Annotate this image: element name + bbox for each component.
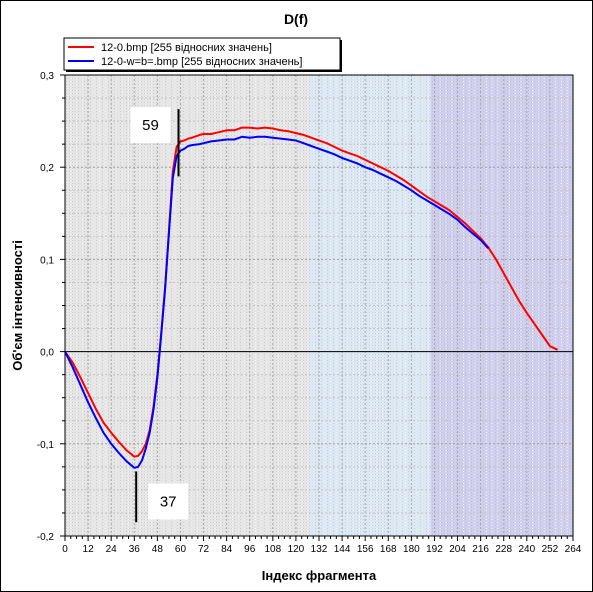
x-axis-label: Індекс фрагмента [262,568,377,583]
x-tick-label: 216 [472,544,489,555]
x-tick-label: 24 [106,544,118,555]
annotation-box-1 [130,107,171,144]
x-tick-label: 108 [264,544,281,555]
y-tick-label: 0,2 [40,163,54,174]
series-layer [64,126,559,469]
y-tick-label: 0,1 [40,255,54,266]
series-line-2 [64,135,490,469]
x-tick-label: 12 [83,544,95,555]
y-tick-label: -0,2 [37,532,55,543]
x-tick-label: 156 [357,544,374,555]
x-tick-label: 168 [380,544,397,555]
x-tick-label: 132 [311,544,328,555]
x-tick-label: 252 [542,544,559,555]
x-tick-label: 96 [244,544,256,555]
chart-title: D(f) [284,11,308,27]
legend-label-2: 12-0-w=b=.bmp [255 відносних значень] [101,56,302,68]
annotation-label-2: 37 [160,493,177,510]
x-tick-label: 204 [449,544,466,555]
annotation-box-2 [148,483,189,520]
y-tick-label: 0,0 [40,348,54,359]
x-tick-label: 0 [62,544,68,555]
x-tick-label: 60 [175,544,187,555]
x-tick-label: 240 [518,544,535,555]
gridlines [65,75,573,536]
y-tick-label: 0,3 [40,71,54,82]
x-tick-label: 84 [221,544,233,555]
y-axis-label: Об'єм інтенсивності [10,240,25,371]
x-tick-labels: 0 12 24 36 48 60 72 84 96 108 120 132 144 156 168 180 19… [62,536,582,555]
x-tick-label: 180 [403,544,420,555]
x-tick-label: 120 [288,544,305,555]
legend-label-1: 12-0.bmp [255 відносних значень] [101,42,272,54]
annotations: 59 37 [130,107,189,523]
y-tick-label: -0,1 [37,440,55,451]
legend-box [63,37,341,71]
x-tick-label: 264 [565,544,582,555]
x-tick-label: 228 [495,544,512,555]
y-tick-labels: -0,2 -0,1 0,0 0,1 0,2 0,3 [37,71,65,543]
x-tick-label: 144 [334,544,351,555]
annotation-label-1: 59 [142,117,159,134]
series-line-1 [64,126,559,458]
legend: 12-0.bmp [255 відносних значень] 12-0-w=b… [63,37,342,72]
x-tick-label: 72 [198,544,210,555]
x-tick-label: 48 [152,544,164,555]
x-tick-label: 192 [426,544,443,555]
x-tick-label: 36 [129,544,141,555]
